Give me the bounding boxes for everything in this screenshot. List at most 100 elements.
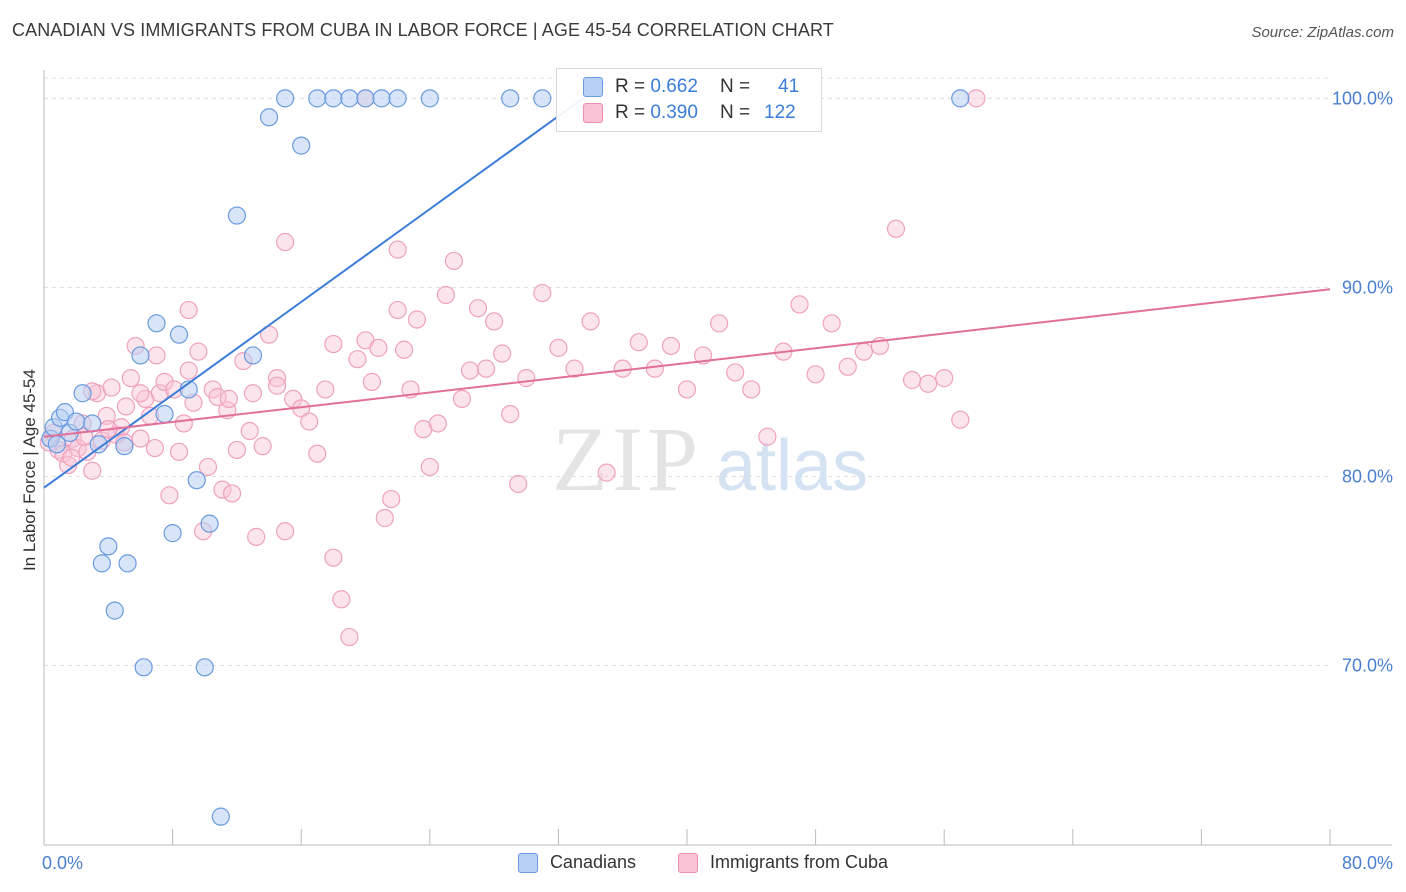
legend-row-cuba: R = 0.390 N = 122 xyxy=(583,101,796,125)
legend-swatch-cuba xyxy=(583,103,603,123)
legend-r-label: R = xyxy=(615,76,646,97)
canadians-point xyxy=(105,601,124,620)
cuba-point xyxy=(420,457,439,477)
canadians-point xyxy=(324,89,343,108)
cuba-point xyxy=(565,359,584,378)
cuba-point xyxy=(677,380,697,399)
cuba-point xyxy=(597,463,616,482)
cuba-point xyxy=(742,380,761,399)
cuba-point xyxy=(710,314,729,333)
cuba-point xyxy=(407,310,427,329)
legend-n-label: N = xyxy=(719,102,751,123)
cuba-point xyxy=(428,414,447,433)
canadians-point xyxy=(134,658,153,677)
watermark: ZIP atlas xyxy=(552,408,868,510)
cuba-point xyxy=(179,361,198,380)
canadians-trend-line xyxy=(43,80,608,489)
canadians-point xyxy=(356,89,375,108)
cuba-point xyxy=(951,410,970,429)
cuba-point xyxy=(485,312,504,331)
cuba-point xyxy=(150,384,169,403)
cuba-point xyxy=(219,389,238,409)
cuba-point xyxy=(886,219,906,238)
bottom-legend-canadians[interactable]: Canadians xyxy=(517,852,636,873)
y-tick-label: 70.0% xyxy=(1342,655,1393,675)
watermark-zip: ZIP xyxy=(552,408,702,510)
cuba-point xyxy=(394,340,414,359)
cuba-point xyxy=(661,336,681,356)
cuba-point xyxy=(253,437,272,456)
legend-n-value: 41 xyxy=(778,76,800,97)
canadians-point xyxy=(951,89,970,108)
y-tick-label: 80.0% xyxy=(1342,466,1393,486)
cuba-point xyxy=(375,508,394,528)
canadians-point xyxy=(533,89,552,108)
cuba-point xyxy=(227,440,246,460)
cuba-point xyxy=(822,314,841,333)
cuba-point xyxy=(388,300,407,320)
cuba-point xyxy=(444,251,464,271)
cuba-point xyxy=(468,299,488,318)
canadians-point xyxy=(259,108,279,127)
cuba-point xyxy=(97,406,116,426)
canadians-point xyxy=(243,346,263,365)
cuba-point xyxy=(213,480,232,499)
canadians-point xyxy=(89,435,108,454)
grid-lines xyxy=(44,77,1330,666)
chart-title: CANADIAN VS IMMIGRANTS FROM CUBA IN LABO… xyxy=(12,20,834,40)
cuba-point xyxy=(276,232,295,252)
cuba-point xyxy=(324,548,343,567)
cuba-point xyxy=(629,333,648,352)
trend-lines xyxy=(43,80,1331,489)
canadians-point xyxy=(372,89,391,108)
bottom-legend: Canadians Immigrants from Cuba xyxy=(0,852,1406,873)
cuba-point xyxy=(806,365,825,384)
canadians-point xyxy=(83,414,102,433)
cuba-point xyxy=(174,414,193,433)
cuba-point xyxy=(340,627,359,647)
cuba-point xyxy=(300,412,319,431)
cuba-point xyxy=(267,369,287,388)
cuba-point xyxy=(243,384,263,403)
cuba-point xyxy=(189,342,208,361)
cuba-point xyxy=(240,421,259,441)
bottom-legend-swatch-canadians xyxy=(517,852,538,873)
canadians-point xyxy=(118,554,137,573)
canadians-point xyxy=(163,524,182,543)
cuba-point xyxy=(147,346,166,365)
cuba-point xyxy=(62,448,81,467)
y-axis-label: In Labor Force | Age 45-54 xyxy=(20,369,39,571)
canadians-point xyxy=(292,136,311,155)
cuba-point xyxy=(369,338,388,357)
x-tick-label: 0.0% xyxy=(42,853,83,873)
cuba-point xyxy=(790,295,809,314)
cuba-point xyxy=(517,369,536,388)
cuba-point xyxy=(460,361,480,380)
legend-r-label: R = xyxy=(615,102,646,123)
canadians-point xyxy=(308,89,327,108)
canadians-point xyxy=(67,412,86,431)
cuba-point xyxy=(155,372,174,391)
cuba-point xyxy=(501,404,520,424)
cuba-point xyxy=(121,369,140,388)
legend-n-label: N = xyxy=(719,76,751,97)
cuba-point xyxy=(222,484,242,503)
cuba-point xyxy=(436,285,455,305)
cuba-point xyxy=(308,444,327,463)
cuba-point xyxy=(533,283,552,303)
canadians-point xyxy=(211,807,230,826)
bottom-legend-cuba[interactable]: Immigrants from Cuba xyxy=(678,852,888,873)
x-tick-label: 80.0% xyxy=(1342,853,1393,873)
cuba-point xyxy=(452,389,472,409)
y-tick-label: 100.0% xyxy=(1332,88,1393,108)
cuba-point xyxy=(208,387,227,407)
canadians-point xyxy=(227,206,246,225)
cuba-point xyxy=(169,442,189,461)
cuba-point xyxy=(145,438,165,458)
cuba-point xyxy=(758,427,777,446)
y-tick-labels: 70.0% 80.0% 90.0% 100.0% xyxy=(1332,88,1393,675)
cuba-point xyxy=(613,359,632,378)
cuba-point xyxy=(581,312,600,331)
watermark-atlas: atlas xyxy=(716,426,868,506)
